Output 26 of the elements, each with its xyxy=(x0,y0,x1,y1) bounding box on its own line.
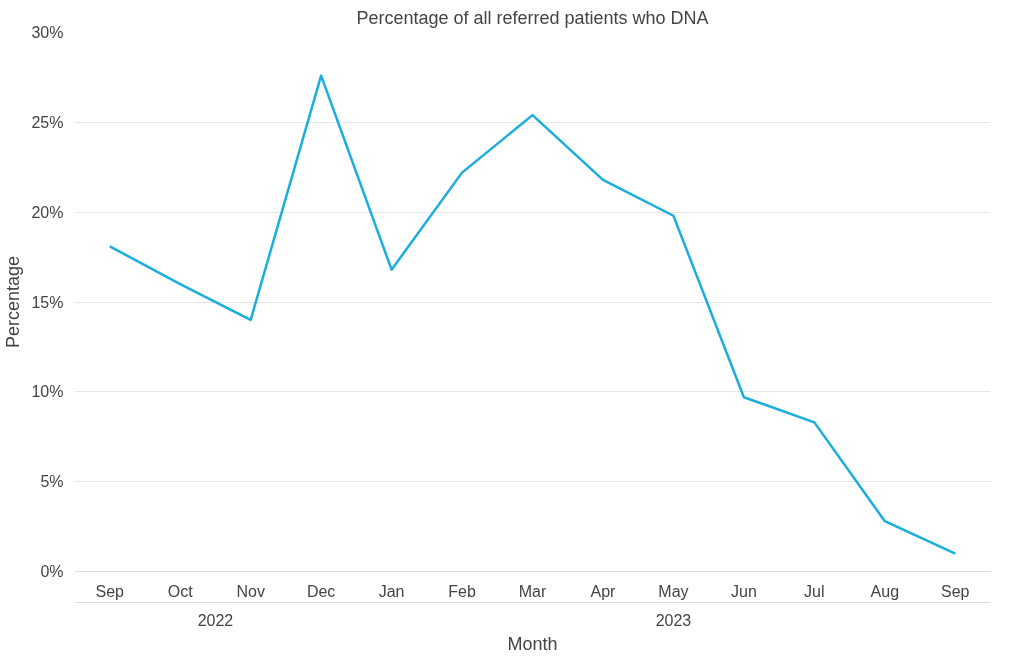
x-tick-label: Oct xyxy=(167,582,194,600)
text: 2023 xyxy=(655,611,692,629)
line-series xyxy=(108,74,957,555)
x-tick-label: Jan xyxy=(378,582,405,600)
x-tick-label: Aug xyxy=(870,582,900,600)
x-tick-label: Feb xyxy=(448,582,476,600)
x-tick-label: Dec xyxy=(306,582,336,600)
text: 2022 xyxy=(197,611,234,629)
x-axis-title: Month xyxy=(507,633,558,654)
x-tick-label: Sep xyxy=(941,582,970,600)
x-tick-label: May xyxy=(658,582,689,600)
y-tick-label: 5% xyxy=(40,473,64,491)
y-tick-label: 15% xyxy=(31,293,64,311)
y-tick-label: 30% xyxy=(31,24,64,41)
x-tick-label: Sep xyxy=(95,582,125,600)
y-tick-label: 20% xyxy=(31,203,64,221)
x-tick-label: Nov xyxy=(236,582,265,600)
y-tick-label: 25% xyxy=(31,113,64,131)
chart-title: Percentage of all referred patients who DNA xyxy=(356,7,709,28)
x-tick-label: Apr xyxy=(590,582,617,600)
x-tick-label: Jul xyxy=(804,582,825,600)
y-axis-title: Percentage xyxy=(3,255,24,349)
y-tick-label: 0% xyxy=(40,563,64,580)
x-tick-label: Mar xyxy=(518,582,547,600)
x-tick-label: Jun xyxy=(730,582,757,600)
y-tick-label: 10% xyxy=(31,383,64,401)
